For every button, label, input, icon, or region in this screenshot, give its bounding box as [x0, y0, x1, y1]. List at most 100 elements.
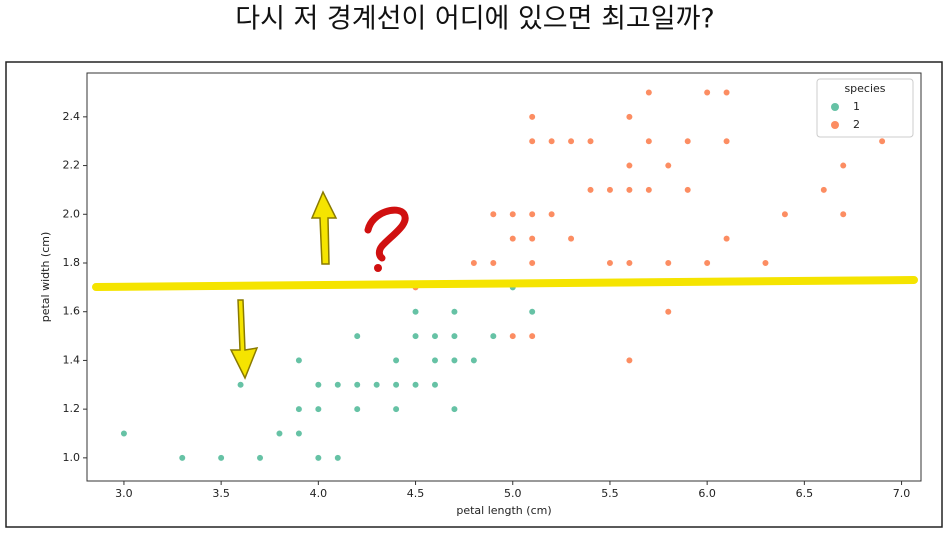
y-tick-label: 1.0	[63, 451, 81, 464]
point	[567, 235, 575, 243]
point	[334, 454, 342, 462]
point	[606, 259, 614, 267]
point	[353, 405, 361, 413]
legend-label: 1	[853, 100, 860, 113]
point	[839, 210, 847, 218]
point	[217, 454, 225, 462]
point	[761, 259, 770, 267]
point	[489, 332, 497, 340]
point	[489, 210, 497, 218]
legend-marker	[831, 103, 839, 111]
point	[470, 259, 478, 267]
point	[470, 356, 478, 365]
x-tick-label: 6.0	[698, 487, 716, 500]
x-axis-label: petal length (cm)	[456, 504, 551, 517]
x-tick-label: 6.5	[796, 487, 814, 500]
point	[645, 137, 653, 145]
legend-label: 2	[853, 118, 860, 131]
point	[314, 454, 322, 462]
point	[567, 137, 575, 145]
point	[411, 332, 420, 340]
plot-area	[86, 72, 922, 482]
point	[450, 405, 459, 413]
point	[781, 210, 789, 218]
legend-marker	[831, 121, 839, 129]
y-tick-label: 1.6	[63, 305, 81, 318]
point	[548, 210, 556, 218]
point	[586, 137, 595, 145]
point	[411, 308, 420, 316]
point	[548, 137, 556, 145]
y-tick-label: 1.4	[63, 353, 81, 366]
point	[625, 259, 633, 267]
point	[625, 113, 633, 121]
point	[256, 454, 264, 462]
point	[703, 259, 711, 267]
point	[703, 88, 711, 97]
point	[450, 356, 459, 365]
point	[606, 186, 614, 194]
x-tick-label: 5.5	[601, 487, 619, 500]
point	[528, 308, 536, 316]
point	[450, 308, 459, 316]
y-tick-label: 2.0	[63, 207, 81, 220]
x-tick-label: 4.0	[310, 487, 328, 500]
point	[431, 381, 439, 389]
down-arrow	[229, 299, 259, 380]
point	[625, 356, 633, 365]
point	[878, 137, 886, 145]
point	[373, 381, 381, 389]
slide-title: 다시 저 경계선이 어디에 있으면 최고일까?	[235, 4, 715, 35]
point	[334, 381, 342, 389]
x-tick-label: 4.5	[407, 487, 425, 500]
point	[528, 235, 536, 243]
point	[645, 88, 653, 97]
point	[625, 186, 633, 194]
point	[528, 332, 536, 340]
point	[236, 381, 245, 389]
point	[645, 186, 653, 194]
point	[392, 356, 400, 365]
point	[450, 332, 459, 340]
y-axis-label: petal width (cm)	[39, 232, 52, 323]
point	[586, 186, 595, 194]
question-mark	[364, 206, 409, 262]
y-tick-label: 2.2	[63, 159, 81, 172]
point	[509, 210, 517, 218]
legend-title: species	[844, 82, 885, 95]
point	[314, 381, 322, 389]
point	[528, 259, 536, 267]
point	[392, 381, 400, 389]
point	[431, 356, 439, 365]
point	[625, 161, 633, 170]
y-tick-label: 1.8	[63, 256, 81, 269]
x-tick-label: 5.0	[504, 487, 522, 500]
x-tick-label: 3.5	[212, 487, 230, 500]
boundary-line	[92, 276, 918, 291]
point	[275, 429, 284, 438]
screenshot-frame	[5, 61, 943, 528]
point	[392, 405, 400, 413]
point	[839, 161, 847, 170]
up-arrow	[310, 190, 338, 265]
point	[120, 429, 128, 438]
point	[664, 259, 672, 267]
legend-box	[816, 78, 914, 138]
point	[722, 137, 731, 145]
annotations	[92, 190, 918, 380]
point	[664, 308, 672, 316]
point	[178, 454, 186, 462]
point	[664, 161, 672, 170]
x-tick-label: 7.0	[893, 487, 911, 500]
point	[820, 186, 828, 194]
point	[528, 137, 536, 145]
point	[509, 235, 517, 243]
x-tick-label: 3.0	[115, 487, 133, 500]
point	[722, 235, 731, 243]
point	[295, 356, 303, 365]
point	[722, 88, 731, 97]
point	[489, 259, 497, 267]
point	[295, 405, 303, 413]
point	[353, 381, 361, 389]
